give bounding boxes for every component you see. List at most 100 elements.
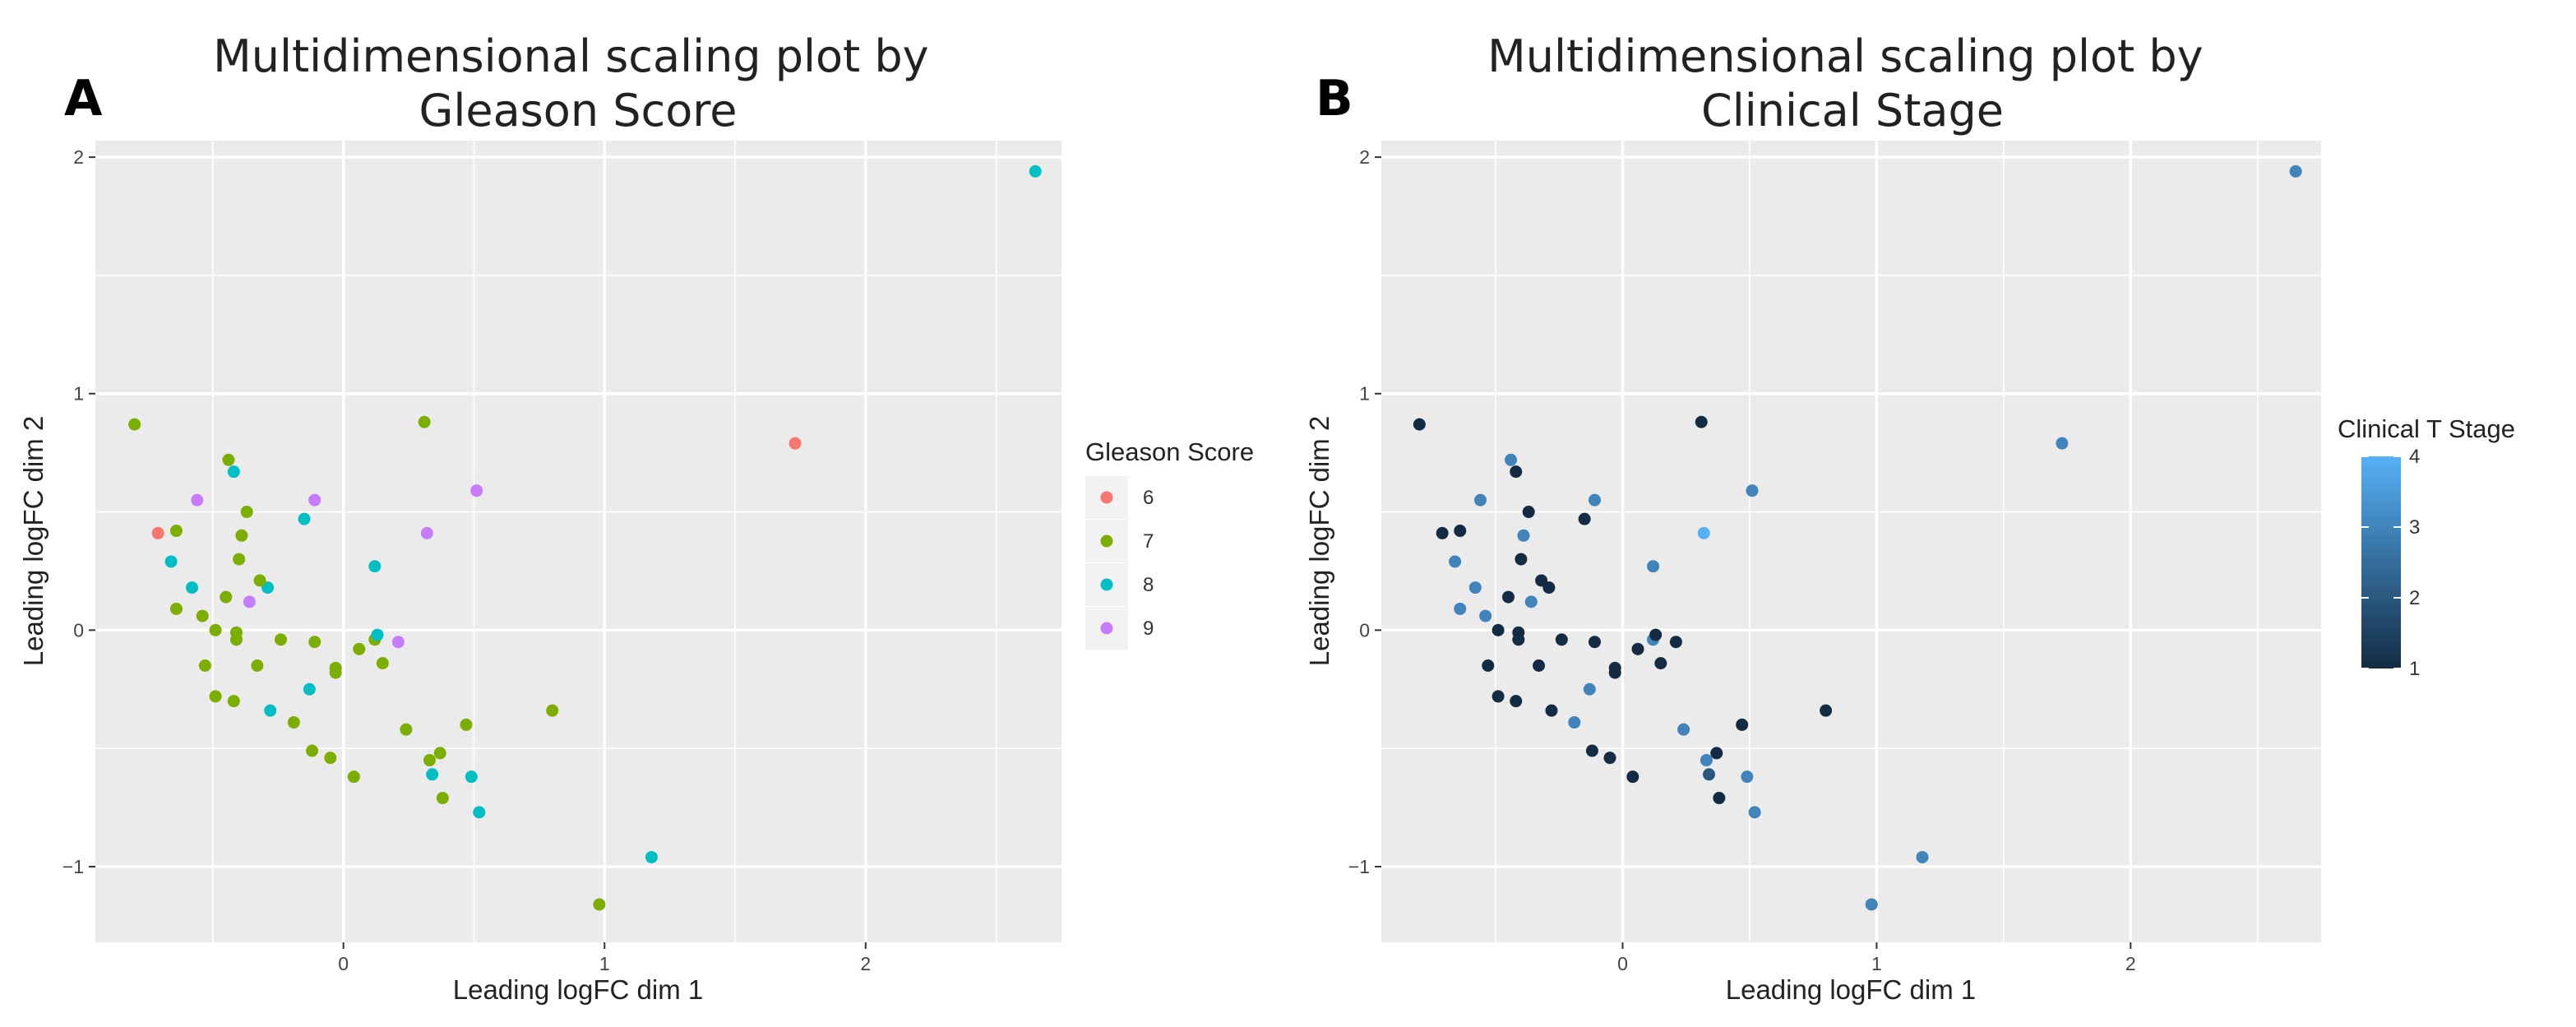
data-point-a-7: [465, 770, 478, 784]
chart-title-b: Multidimensional scaling plot by Clinica…: [1487, 30, 2218, 136]
legend-key-6: [1100, 491, 1113, 504]
data-point-a-48: [209, 690, 222, 703]
data-point-b-39: [1517, 529, 1530, 542]
chart-title-a-line-1: Multidimensional scaling plot by: [213, 30, 928, 82]
points-a: [128, 164, 1042, 911]
data-point-b-10: [1710, 747, 1723, 760]
data-point-b-22: [1626, 770, 1639, 784]
data-point-b-15: [1677, 723, 1690, 736]
panel-b: B Multidimensional scaling plot by Clini…: [1304, 30, 2515, 1005]
x-tick-label-b-0: 0: [1617, 953, 1628, 974]
plot-area-b: [1381, 141, 2321, 942]
data-point-a-42: [229, 633, 243, 646]
data-point-b-46: [1501, 590, 1515, 604]
y-axis-label-a: Leading logFC dim 2: [18, 416, 49, 667]
y-tick-label-b-1: 0: [1359, 619, 1370, 641]
data-point-a-9: [436, 792, 449, 805]
data-point-a-4: [546, 704, 559, 717]
panel-a: A Multidimensional scaling plot by Gleas…: [18, 30, 1254, 1005]
data-point-a-55: [164, 555, 178, 568]
legend-title-b: Clinical T Stage: [2338, 414, 2515, 443]
data-point-b-38: [1522, 506, 1535, 519]
data-point-b-27: [1588, 493, 1601, 507]
data-point-b-4: [1820, 704, 1833, 717]
data-point-b-12: [1703, 768, 1716, 781]
data-point-a-25: [324, 752, 337, 765]
colorbar-label-3: 4: [2409, 446, 2420, 468]
data-point-b-26: [1588, 636, 1601, 649]
data-point-b-31: [1568, 716, 1581, 729]
data-point-a-51: [191, 493, 204, 507]
chart-title-a: Multidimensional scaling plot by Gleason…: [213, 30, 943, 136]
data-point-a-57: [128, 418, 141, 431]
data-point-b-9: [1713, 792, 1726, 805]
x-tick-label-a-2: 2: [860, 953, 871, 974]
y-tick-label-b-0: −1: [1348, 856, 1370, 877]
data-point-b-44: [1510, 465, 1523, 479]
chart-title-b-line-1: Multidimensional scaling plot by: [1487, 30, 2203, 82]
y-ticks-a: −1 0 1 2: [62, 146, 95, 877]
chart-title-a-line-2: Gleason Score: [419, 85, 738, 136]
data-point-a-32: [274, 633, 287, 646]
x-tick-label-b-1: 1: [1871, 953, 1882, 974]
legend-label-6: 6: [1143, 487, 1154, 509]
panel-letter-a: A: [64, 70, 103, 127]
data-point-b-13: [1697, 526, 1710, 539]
legend-title-a: Gleason Score: [1085, 437, 1254, 466]
data-point-b-35: [1535, 574, 1548, 587]
data-point-b-3: [1865, 898, 1878, 911]
data-point-b-55: [1449, 555, 1462, 568]
data-point-a-26: [308, 636, 321, 649]
data-point-b-48: [1491, 690, 1505, 703]
x-axis-label-b: Leading logFC dim 1: [1726, 974, 1977, 1005]
data-point-a-3: [593, 898, 606, 911]
data-point-b-57: [1413, 418, 1426, 431]
data-point-b-53: [1454, 525, 1467, 538]
data-point-a-39: [235, 529, 248, 542]
data-point-b-16: [1669, 636, 1682, 649]
data-point-b-8: [1736, 718, 1749, 731]
data-point-a-31: [287, 716, 300, 729]
data-point-a-0: [1029, 164, 1042, 178]
data-point-a-38: [240, 506, 253, 519]
x-tick-label-b-2: 2: [2125, 953, 2136, 974]
grid-b: [1381, 141, 2321, 942]
data-point-a-1: [789, 437, 802, 450]
plot-area-a: [95, 141, 1061, 942]
data-point-a-47: [209, 623, 222, 636]
data-point-a-2: [645, 850, 658, 863]
data-point-a-14: [418, 415, 431, 428]
data-point-b-33: [1545, 704, 1558, 717]
points-b: [1413, 164, 2302, 911]
data-point-a-11: [423, 754, 436, 767]
legend-label-8: 8: [1143, 574, 1154, 596]
data-point-b-50: [1479, 609, 1492, 622]
data-point-a-16: [391, 636, 405, 649]
data-point-a-53: [169, 525, 183, 538]
data-point-a-20: [371, 628, 384, 641]
data-point-b-47: [1491, 623, 1505, 636]
data-point-a-37: [243, 595, 256, 608]
legend-b: Clinical T Stage 1 2 3 4: [2338, 414, 2515, 680]
data-point-b-42: [1512, 633, 1525, 646]
data-point-b-32: [1555, 633, 1568, 646]
legend-key-9: [1100, 622, 1113, 635]
y-tick-label-a-2: 1: [73, 383, 84, 405]
data-point-b-45: [1505, 453, 1518, 466]
data-point-a-8: [460, 718, 473, 731]
data-point-a-17: [376, 657, 389, 670]
x-axis-label-a: Leading logFC dim 1: [453, 974, 704, 1005]
panel-letter-b: B: [1316, 70, 1353, 127]
data-point-a-35: [253, 574, 266, 587]
y-tick-label-b-3: 2: [1359, 146, 1370, 168]
data-point-b-29: [1583, 682, 1596, 696]
colorbar-label-2: 3: [2409, 516, 2420, 539]
data-point-a-27: [308, 493, 321, 507]
data-point-a-52: [186, 581, 198, 594]
data-point-b-6: [1748, 806, 1761, 819]
data-point-a-5: [470, 484, 483, 497]
y-tick-label-b-2: 1: [1359, 383, 1370, 405]
data-point-a-13: [420, 526, 433, 539]
colorbar-label-1: 2: [2409, 587, 2420, 609]
data-point-a-18: [368, 560, 382, 573]
